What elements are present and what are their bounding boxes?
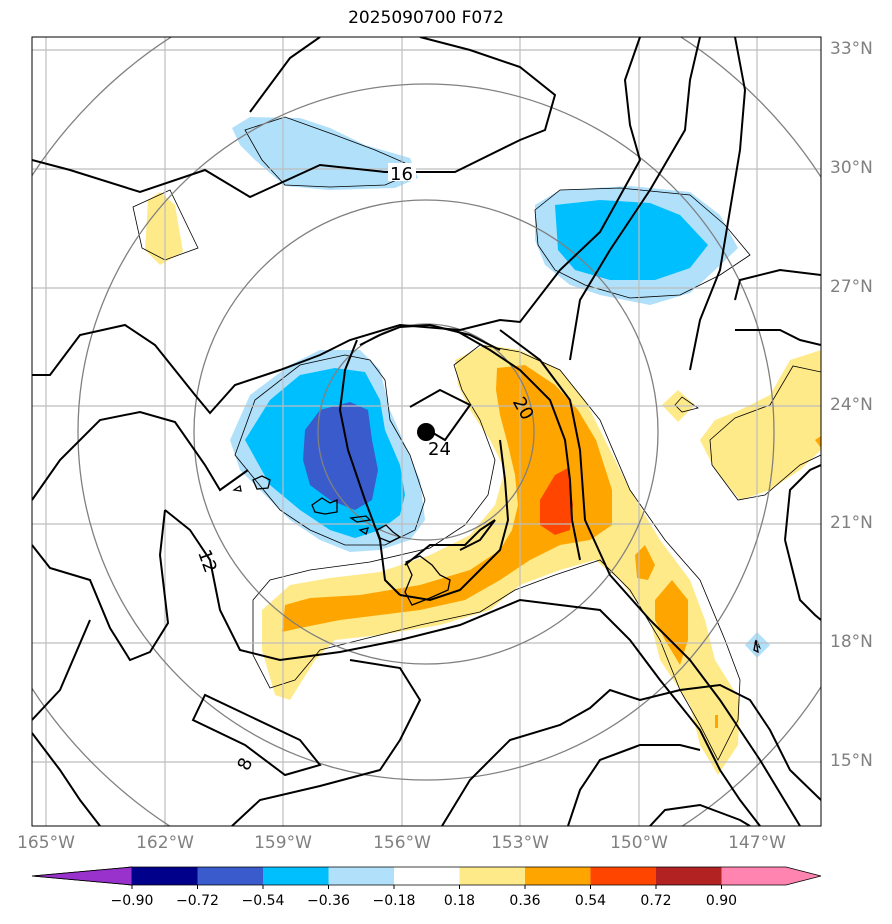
colorbar-bin-3 <box>263 867 329 885</box>
height-contours <box>32 37 821 826</box>
shade-nw-light <box>145 192 183 265</box>
shade-tiny-orange <box>715 715 718 728</box>
shade-spur-b <box>655 580 688 665</box>
colorbar-bin-2 <box>197 867 263 885</box>
colorbar-bin-5 <box>394 867 460 885</box>
lat-label-27n: 27°N <box>830 277 873 297</box>
lon-label-147w: 147°W <box>728 833 786 853</box>
lon-label-153w: 153°W <box>491 833 549 853</box>
colorbar-tick: 0.18 <box>443 893 476 909</box>
lat-label-30n: 30°N <box>830 158 873 178</box>
colorbar-tick: −0.36 <box>307 893 350 909</box>
shade-main-mid <box>282 365 612 632</box>
shade-spur-a <box>635 545 655 580</box>
contour-label-12: 12 <box>193 547 221 576</box>
graticule <box>32 37 821 826</box>
colorbar-bin-1 <box>132 867 198 885</box>
lon-label-156w: 156°W <box>373 833 431 853</box>
colorbar <box>31 866 822 889</box>
colorbar-bin-7 <box>525 867 591 885</box>
colorbar-tick: 0.36 <box>509 893 541 909</box>
storm-center-marker <box>417 423 435 441</box>
contour-label-24: 24 <box>428 439 451 460</box>
lon-label-165w: 165°W <box>17 833 75 853</box>
colorbar-tick: 0.54 <box>574 893 607 909</box>
lon-label-162w: 162°W <box>136 833 194 853</box>
plot-frame <box>31 36 822 827</box>
shade-east-tiny <box>815 436 821 448</box>
shade-main-dark <box>540 468 573 535</box>
lon-label-150w: 150°W <box>610 833 668 853</box>
shade-east-mid <box>555 200 708 280</box>
contour-label-16: 16 <box>390 164 413 185</box>
colorbar-tick: −0.90 <box>110 893 154 909</box>
lat-label-24n: 24°N <box>830 395 873 415</box>
lon-label-159w: 159°W <box>254 833 312 853</box>
colorbar-high-extend <box>721 867 821 885</box>
colorbar-tick: −0.18 <box>372 893 416 909</box>
lat-label-33n: 33°N <box>830 39 873 59</box>
lat-label-15n: 15°N <box>830 751 873 771</box>
lat-label-18n: 18°N <box>830 632 873 652</box>
colorbar-bin-6 <box>459 867 525 885</box>
colorbar-bin-4 <box>328 867 394 885</box>
colorbar-tick: 0.90 <box>705 893 738 909</box>
colorbar-tick: −0.54 <box>241 893 285 909</box>
range-rings <box>32 37 821 826</box>
coastlines <box>232 475 759 654</box>
colorbar-low-extend <box>31 866 133 886</box>
lat-label-21n: 21°N <box>830 513 873 533</box>
shade-north-light <box>232 117 418 190</box>
map-title: 2025090700 F072 <box>348 8 504 28</box>
colorbar-tick: −0.72 <box>176 893 219 909</box>
colorbar-bin-8 <box>590 867 656 885</box>
colorbar-tick: 0.72 <box>640 893 672 909</box>
shade-east-light-pos <box>700 350 821 500</box>
shading-positive <box>145 192 821 775</box>
contour-label-8: 8 <box>234 755 258 774</box>
colorbar-bin-9 <box>656 867 722 885</box>
